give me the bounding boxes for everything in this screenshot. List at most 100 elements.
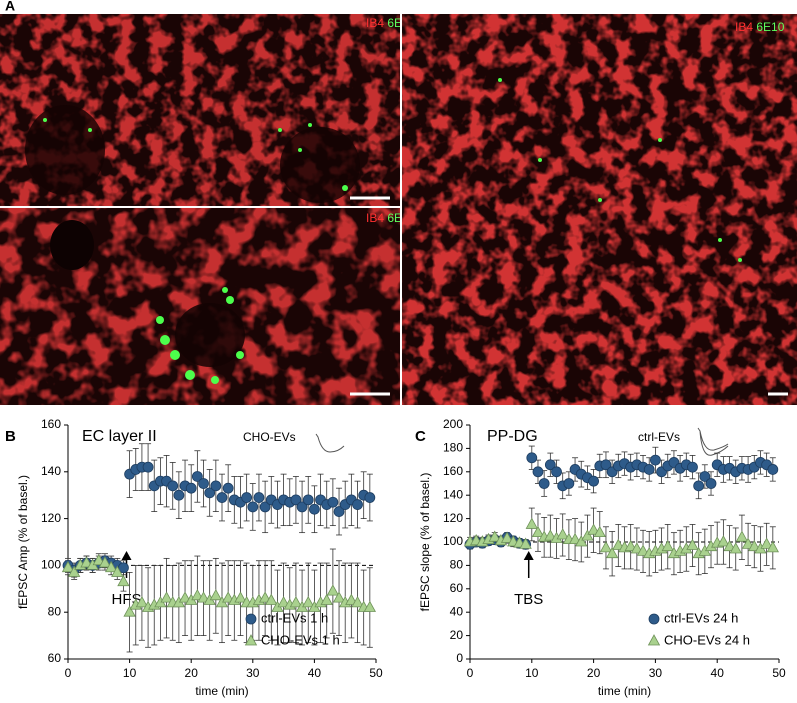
x-tick-label: 40 [308,666,322,680]
y-tick-label: 140 [41,464,61,478]
y-tick-label: 160 [41,417,61,431]
data-point [729,542,742,554]
data-point [308,503,320,515]
data-point [173,489,185,501]
data-point [661,539,674,552]
data-point [488,530,501,542]
y-tick-label: 160 [443,464,463,478]
data-point [178,591,192,603]
y-tick-label: 120 [443,511,463,525]
data-point [259,501,271,513]
data-point [247,501,259,513]
data-point [612,538,625,550]
data-point [326,584,340,596]
data-point [80,556,93,568]
data-point [289,596,303,608]
data-point [531,525,545,538]
data-point [766,541,779,553]
y-tick-label: 180 [443,441,463,455]
data-point [296,501,308,513]
data-point [630,542,644,554]
y-tick-label: 40 [450,604,464,618]
x-tick-label: 50 [772,666,786,680]
panel-label: C [415,428,426,445]
data-point [551,466,562,478]
data-point [538,478,550,489]
micrograph: IB4 6E10 [0,14,416,206]
data-point [197,591,210,603]
y-tick-label: 20 [450,628,464,642]
data-point [588,475,599,487]
x-tick-label: 10 [525,666,539,680]
data-point [204,487,216,499]
chart-title: EC layer II [82,428,157,445]
data-point [544,529,557,541]
data-point [705,478,717,489]
legend-label: CHO-EVs 24 h [664,632,750,647]
y-tick-label: 200 [443,417,463,431]
data-point [258,591,272,603]
data-point [191,471,203,482]
legend-label: CHO-EVs 1 h [261,632,340,647]
data-point [741,537,755,549]
data-point [234,591,247,603]
data-point [600,459,612,471]
data-point [593,525,606,538]
data-point [575,535,588,547]
x-tick-label: 30 [246,666,260,680]
y-axis-label: fEPSC Amp (% of basel.) [16,475,30,609]
data-point [160,591,173,603]
x-axis-label: time (min) [598,684,651,698]
data-point [351,596,364,608]
data-point [364,492,376,503]
data-point [686,538,699,550]
data-point [191,588,204,601]
data-point [302,494,314,506]
data-point [222,482,234,494]
panel-label: A [5,0,15,14]
data-point [198,478,209,489]
data-point [624,539,637,552]
inset-label: ctrl-EVs [638,430,680,444]
data-point [500,531,514,543]
legend-marker [245,613,257,625]
data-point [216,492,228,503]
legend-label: ctrl-EVs 24 h [664,610,738,625]
data-point [104,560,118,573]
data-point [556,528,569,540]
y-tick-label: 100 [41,558,61,572]
data-point [167,480,179,492]
legend-marker [647,634,661,646]
legend-marker [648,613,660,625]
data-point [142,461,154,473]
data-point [185,482,197,494]
stain-label: IB4 6E10 [735,20,785,34]
data-point [699,471,711,482]
data-point [568,532,582,545]
data-point [563,478,575,489]
data-point [532,466,544,478]
micrograph: IB4 6E10 [0,208,416,405]
data-point [92,553,105,566]
data-point [581,529,594,541]
y-axis-label: fEPSC slope (% of basel.) [418,473,432,612]
data-point [526,452,538,464]
data-point [693,480,705,492]
data-point [767,464,779,475]
legend-label: ctrl-EVs 1 h [261,610,328,625]
y-tick-label: 80 [48,604,62,618]
micrograph: IB4 6E10 [402,14,797,405]
data-point [320,593,333,605]
data-point [253,492,265,503]
data-point [587,523,600,535]
data-point [302,596,315,608]
legend-marker [244,634,258,646]
data-point [345,593,358,605]
data-point [210,480,222,492]
data-point [687,461,698,473]
x-tick-label: 50 [369,666,383,680]
data-point [352,499,363,510]
data-point [327,496,339,508]
